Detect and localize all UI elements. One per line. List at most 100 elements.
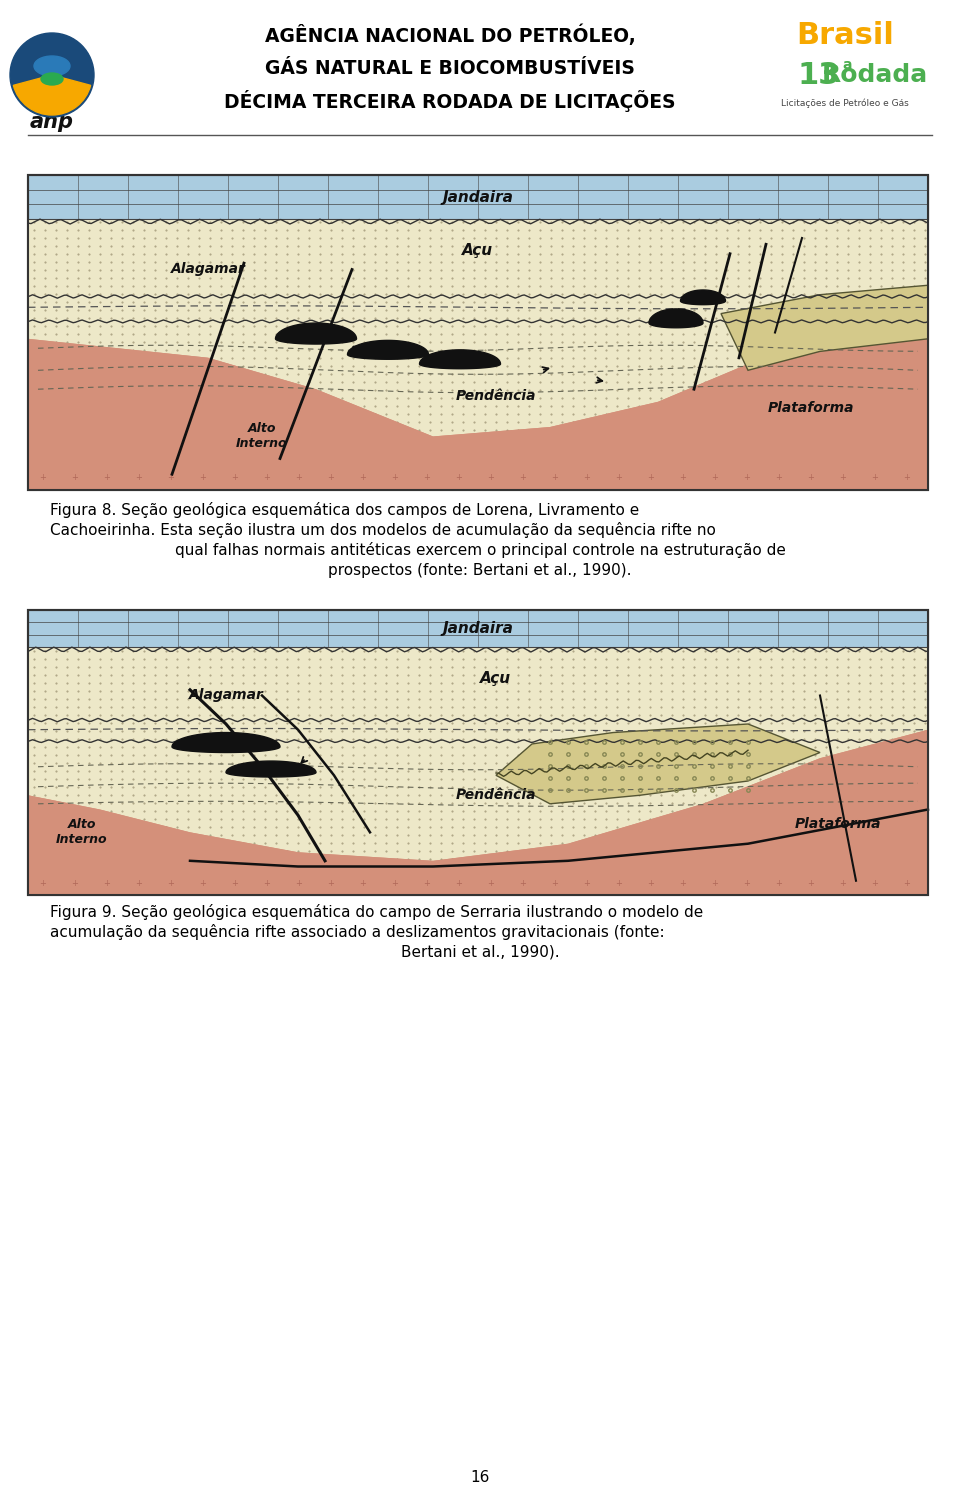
- Text: 16: 16: [470, 1470, 490, 1485]
- Polygon shape: [28, 307, 928, 490]
- Text: +: +: [903, 473, 910, 482]
- Polygon shape: [681, 290, 726, 305]
- Text: Pendência: Pendência: [456, 789, 537, 802]
- Text: +: +: [807, 473, 814, 482]
- Text: Bertani et al., 1990).: Bertani et al., 1990).: [400, 945, 560, 960]
- Text: +: +: [264, 473, 271, 482]
- Text: +: +: [615, 879, 622, 888]
- Text: +: +: [296, 879, 302, 888]
- Bar: [28, 175, 928, 219]
- Text: +: +: [39, 879, 46, 888]
- Bar: [28, 609, 928, 895]
- Text: +: +: [104, 879, 110, 888]
- Text: Figura 8. Seção geológica esquemática dos campos de Lorena, Livramento e: Figura 8. Seção geológica esquemática do…: [50, 501, 639, 518]
- Text: Alto
Interno: Alto Interno: [57, 819, 108, 846]
- Text: Plataforma: Plataforma: [795, 817, 881, 831]
- Text: +: +: [104, 473, 110, 482]
- Text: AGÊNCIA NACIONAL DO PETRÓLEO,: AGÊNCIA NACIONAL DO PETRÓLEO,: [265, 24, 636, 46]
- Text: +: +: [168, 473, 175, 482]
- Text: +: +: [552, 879, 559, 888]
- Text: +: +: [519, 879, 526, 888]
- Text: +: +: [648, 879, 655, 888]
- Text: +: +: [615, 473, 622, 482]
- Bar: [28, 609, 928, 895]
- Text: +: +: [360, 473, 367, 482]
- Text: prospectos (fonte: Bertani et al., 1990).: prospectos (fonte: Bertani et al., 1990)…: [328, 563, 632, 578]
- Text: +: +: [903, 879, 910, 888]
- Bar: [28, 175, 928, 490]
- Text: +: +: [680, 879, 686, 888]
- Wedge shape: [13, 75, 90, 115]
- Text: +: +: [231, 473, 238, 482]
- Text: Alagamar: Alagamar: [188, 689, 263, 702]
- Polygon shape: [721, 286, 928, 370]
- Text: +: +: [840, 473, 847, 482]
- Text: +: +: [72, 879, 79, 888]
- Text: +: +: [135, 473, 142, 482]
- Polygon shape: [28, 729, 928, 895]
- Text: +: +: [423, 879, 430, 888]
- Polygon shape: [172, 732, 280, 753]
- Text: Rodada: Rodada: [822, 63, 928, 87]
- Text: +: +: [776, 473, 782, 482]
- Text: +: +: [711, 473, 718, 482]
- Text: Pendência: Pendência: [456, 389, 537, 403]
- Ellipse shape: [34, 55, 70, 76]
- Text: +: +: [456, 879, 463, 888]
- Text: GÁS NATURAL E BIOCOMBUSTÍVEIS: GÁS NATURAL E BIOCOMBUSTÍVEIS: [265, 58, 635, 78]
- Text: +: +: [872, 473, 878, 482]
- Text: +: +: [456, 473, 463, 482]
- Text: +: +: [552, 473, 559, 482]
- Text: Açu: Açu: [463, 243, 493, 257]
- Text: +: +: [744, 879, 751, 888]
- Text: Açu: Açu: [480, 671, 512, 686]
- Bar: [28, 609, 928, 647]
- Text: Alto
Interno: Alto Interno: [236, 422, 288, 451]
- Text: Licitações de Petróleo e Gás: Licitações de Petróleo e Gás: [781, 99, 909, 108]
- Text: +: +: [39, 473, 46, 482]
- Text: +: +: [423, 473, 430, 482]
- Text: +: +: [200, 473, 206, 482]
- Polygon shape: [28, 219, 928, 437]
- Text: +: +: [711, 879, 718, 888]
- Text: DÉCIMA TERCEIRA RODADA DE LICITAÇÕES: DÉCIMA TERCEIRA RODADA DE LICITAÇÕES: [225, 90, 676, 112]
- Text: Cachoeirinha. Esta seção ilustra um dos modelos de acumulação da sequência rifte: Cachoeirinha. Esta seção ilustra um dos …: [50, 522, 716, 537]
- Polygon shape: [28, 647, 928, 861]
- Text: +: +: [776, 879, 782, 888]
- Polygon shape: [226, 760, 316, 777]
- Text: +: +: [488, 473, 494, 482]
- Text: Brasil: Brasil: [796, 21, 894, 49]
- Text: qual falhas normais antitéticas exercem o principal controle na estruturação de: qual falhas normais antitéticas exercem …: [175, 542, 785, 558]
- Text: +: +: [231, 879, 238, 888]
- Bar: [28, 175, 928, 490]
- Text: +: +: [872, 879, 878, 888]
- Polygon shape: [420, 350, 500, 368]
- Text: Plataforma: Plataforma: [768, 401, 854, 415]
- Text: acumulação da sequência rifte associado a deslizamentos gravitacionais (fonte:: acumulação da sequência rifte associado …: [50, 924, 664, 940]
- Text: Figura 9. Seção geológica esquemática do campo de Serraria ilustrando o modelo d: Figura 9. Seção geológica esquemática do…: [50, 904, 704, 921]
- Text: +: +: [584, 473, 590, 482]
- Text: +: +: [744, 473, 751, 482]
- Text: +: +: [488, 879, 494, 888]
- Polygon shape: [276, 323, 356, 344]
- Text: +: +: [840, 879, 847, 888]
- Text: +: +: [584, 879, 590, 888]
- Polygon shape: [348, 340, 428, 359]
- Text: 13: 13: [798, 60, 840, 90]
- Polygon shape: [649, 308, 703, 328]
- Text: Jandaira: Jandaira: [443, 190, 514, 205]
- Text: +: +: [392, 473, 398, 482]
- Text: +: +: [327, 879, 334, 888]
- Text: Alagamar: Alagamar: [171, 262, 246, 277]
- Text: +: +: [296, 473, 302, 482]
- Text: +: +: [648, 473, 655, 482]
- Ellipse shape: [41, 73, 63, 85]
- Text: +: +: [168, 879, 175, 888]
- Text: +: +: [264, 879, 271, 888]
- Text: +: +: [807, 879, 814, 888]
- Text: +: +: [680, 473, 686, 482]
- Text: +: +: [519, 473, 526, 482]
- Text: a: a: [842, 58, 852, 72]
- Text: Jandaira: Jandaira: [443, 621, 514, 636]
- Polygon shape: [496, 725, 820, 804]
